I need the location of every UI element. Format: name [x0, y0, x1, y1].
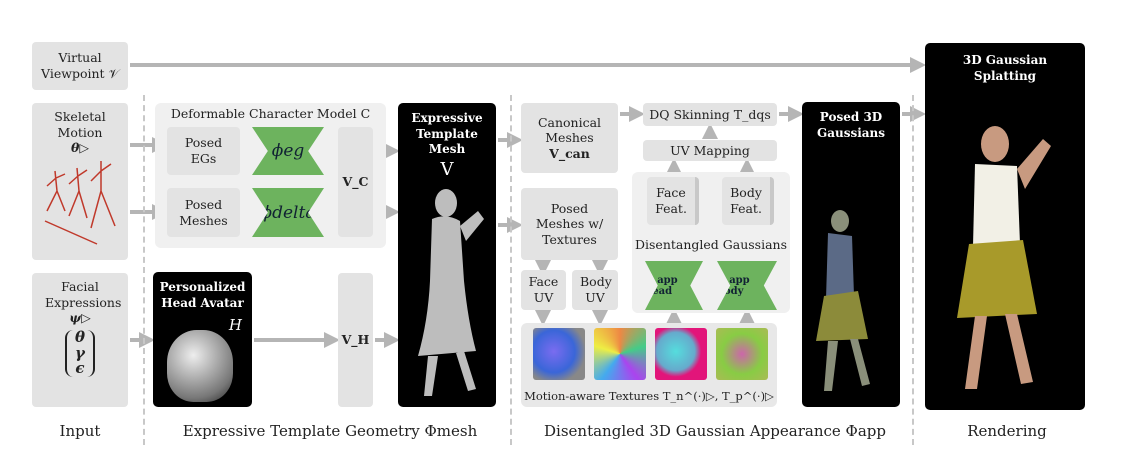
deformable-character-model-title: Deformable Character Model C — [170, 106, 371, 121]
divider — [510, 95, 512, 445]
section-label-appearance: Disentangled 3D Gaussian Appearance Φapp — [544, 422, 886, 440]
body-feat-label: Body Feat. — [730, 185, 762, 216]
posed-meshes-label: Posed Meshes — [179, 196, 228, 228]
body-texture-position — [716, 328, 768, 380]
divider — [912, 95, 914, 445]
vh-box: V_H — [338, 273, 373, 407]
body-texture-normal — [594, 328, 646, 380]
face-uv-box: Face UV — [521, 270, 566, 310]
expressive-template-mesh-panel: Expressive Template Mesh V — [398, 103, 496, 407]
canonical-meshes-box: Canonical Meshes V_can — [521, 103, 618, 173]
vc-box: V_C — [338, 127, 373, 237]
facial-expressions-symbol: ψ▷ — [69, 310, 91, 326]
virtual-viewpoint-box: Virtual Viewpoint 𝒱 — [32, 42, 128, 90]
posed-meshes-textures-box: Posed Meshes w/ Textures — [521, 188, 618, 260]
head-avatar-image — [167, 330, 233, 402]
head-avatar-symbol: H — [228, 316, 242, 334]
vector-theta: θ — [74, 327, 85, 346]
skeletal-motion-box: Skeletal Motion θ▷ — [32, 103, 128, 260]
template-mesh-image — [418, 189, 484, 397]
posed-meshes-textures-label: Posed Meshes w/ Textures — [535, 200, 604, 247]
skeleton-sequence-image — [44, 160, 116, 245]
posed-3d-gaussians-panel: Posed 3D Gaussians — [802, 102, 900, 407]
facial-expressions-label: Facial Expressions — [45, 279, 122, 310]
head-avatar-title: Personalized Head Avatar — [159, 280, 246, 310]
face-feat-label: Face Feat. — [655, 185, 687, 216]
body-uv-box: Body UV — [572, 270, 618, 310]
gaussian-splatting-render-panel: 3D Gaussian Splatting — [925, 43, 1085, 410]
skeletal-motion-symbol: θ▷ — [71, 140, 89, 156]
divider — [143, 95, 145, 445]
gaussian-splatting-title: 3D Gaussian Splatting — [962, 53, 1048, 83]
face-uv-label: Face UV — [528, 274, 559, 305]
vector-epsilon: ϵ — [75, 359, 85, 378]
uv-mapping-box: UV Mapping — [643, 140, 777, 161]
skeletal-motion-label: Skeletal Motion — [54, 109, 106, 140]
section-label-rendering: Rendering — [967, 422, 1047, 440]
vh-label: V_H — [341, 332, 370, 348]
dq-skinning-label: DQ Skinning T_dqs — [649, 106, 771, 122]
rendered-person-image — [957, 126, 1051, 390]
template-mesh-symbol: V — [440, 158, 454, 180]
personalized-head-avatar-panel: Personalized Head Avatar H — [153, 272, 252, 407]
face-texture-position — [655, 328, 707, 380]
posed-gaussians-title: Posed 3D Gaussians — [816, 110, 886, 140]
face-feat-box: Face Feat. — [647, 177, 699, 225]
vc-label: V_C — [342, 174, 369, 190]
motion-aware-textures-label: Motion-aware Textures T_n^(·)▷, T_p^(·)▷ — [524, 389, 774, 403]
section-label-geometry: Expressive Template Geometry Φmesh — [182, 422, 478, 440]
virtual-viewpoint-label: Virtual Viewpoint 𝒱 — [41, 50, 119, 81]
posed-egs-box: Posed EGs — [167, 127, 240, 175]
posed-meshes-box: Posed Meshes — [167, 188, 240, 237]
dq-skinning-box: DQ Skinning T_dqs — [643, 103, 777, 126]
posed-gaussians-image — [816, 210, 870, 392]
disentangled-gaussians-label: Disentangled Gaussians — [634, 237, 787, 252]
posed-egs-label: Posed EGs — [184, 135, 223, 166]
vector-gamma: γ — [75, 343, 85, 362]
template-mesh-title: Expressive Template Mesh — [411, 111, 483, 157]
body-uv-label: Body UV — [580, 274, 612, 305]
body-feat-box: Body Feat. — [722, 177, 774, 225]
uv-mapping-label: UV Mapping — [670, 142, 750, 158]
section-label-input: Input — [59, 422, 101, 440]
canonical-meshes-symbol: V_can — [549, 145, 590, 161]
canonical-meshes-label: Canonical Meshes — [537, 114, 602, 146]
face-texture-normal — [533, 328, 585, 380]
